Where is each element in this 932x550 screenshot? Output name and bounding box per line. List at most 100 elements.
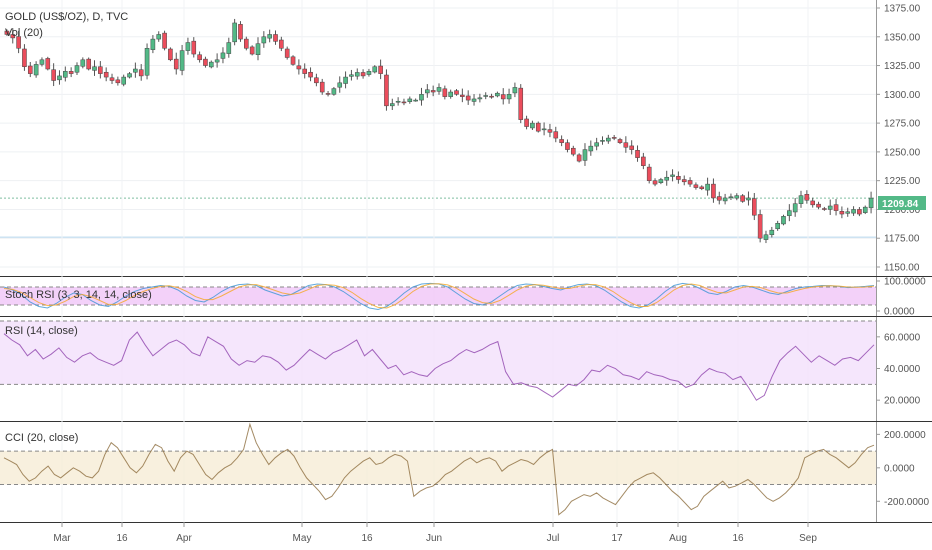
candle-body [851,209,856,214]
candle-body [442,88,448,97]
candle-body [121,76,126,85]
rsi-title: RSI (14, close) [5,325,78,337]
candle-body [389,103,395,107]
candle-body [290,56,296,65]
candle-body [518,87,524,120]
indicator-line [3,283,875,309]
candle-body [559,139,564,143]
cci-title: CCI (20, close) [5,432,78,444]
candle-body [349,74,354,77]
candle-body [68,71,74,74]
candle-body [162,32,167,49]
candle-body [617,139,623,143]
indicator-band [0,451,876,485]
candle-body [197,54,202,61]
candle-body [512,87,518,94]
candle-body [384,74,389,107]
candle-body [4,30,10,35]
candle-body [372,66,378,73]
candle-body [378,65,383,74]
candle-body [127,73,132,78]
candle-body [232,22,237,43]
candle-body [576,154,582,162]
candle-body [711,183,716,199]
candle-body [63,71,68,78]
candle-body [687,180,693,185]
volume-label: Vol (20) [5,27,43,39]
candle-body [658,179,664,183]
price-tick-label: 1250.00 [884,147,921,158]
indicator-bands [0,286,876,486]
last-price-value: 1209.84 [882,199,919,210]
candle-body [594,142,599,147]
candle-body [489,95,494,98]
candle-body [360,72,366,77]
candle-body [57,75,62,81]
candle-body [51,69,56,81]
candle-body [833,204,839,211]
candle-body [343,76,348,84]
time-tick-label: 17 [611,533,623,544]
candle-body [652,180,658,185]
candle-body [857,209,862,215]
candle-body [635,150,640,158]
candle-body [641,156,646,166]
candle-body [763,234,769,240]
indicator-band [0,321,876,385]
candle-body [553,131,559,139]
candle-body [401,101,407,104]
candle-body [705,183,710,191]
candle-body [115,79,121,84]
candle-body [133,68,138,73]
candle-body [314,77,319,84]
indicator-tick-label: 0.0000 [884,307,915,318]
candle-body [103,71,109,78]
time-tick-label: Mar [53,533,71,544]
price-tick-label: 1175.00 [884,234,920,245]
price-tick-label: 1150.00 [884,263,920,274]
candle-body [757,214,763,239]
price-candles[interactable] [4,18,874,244]
stoch-rsi-title: Stoch RSI (3, 3, 14, 14, close) [5,289,152,301]
candle-body [302,68,307,74]
indicator-tick-label: -200.0000 [884,497,929,508]
time-tick-label: 16 [361,533,373,544]
indicator-tick-label: 0.0000 [884,463,915,474]
candle-body [430,90,436,93]
price-tick-label: 1325.00 [884,61,921,72]
candle-body [623,142,629,148]
candle-body [477,97,483,100]
candle-body [769,229,775,236]
time-axis[interactable]: Mar 16 Apr May 16 Jun Jul 17 Aug 16 Sep [53,522,817,544]
candle-body [150,38,156,50]
candle-body [39,59,45,65]
candle-body [261,36,267,44]
candle-body [752,198,757,216]
candle-body [74,65,80,73]
candle-body [629,145,634,150]
candle-body [495,92,500,97]
candle-body [138,69,144,77]
price-tick-label: 1300.00 [884,90,921,101]
indicator-tick-label: 20.0000 [884,396,921,407]
time-tick-label: Jun [426,533,442,544]
grid-layer [0,0,932,523]
candle-body [45,58,51,70]
candle-body [296,65,302,70]
candle-body [500,94,506,100]
candle-body [191,40,197,55]
indicator-tick-label: 40.0000 [884,364,921,375]
candle-body [646,166,652,181]
candle-body [284,48,290,58]
candle-body [366,71,372,75]
candle-body [868,197,874,209]
candle-body [419,94,424,101]
indicator-tick-label: 60.0000 [884,332,921,343]
candle-body [541,128,547,131]
candle-body [86,58,91,70]
candle-body [565,142,570,150]
candle-body [238,24,243,40]
price-axis[interactable]: 1150.00 1175.00 1200.00 1225.00 1250.00 1275.… [876,4,929,508]
candle-body [862,206,868,213]
